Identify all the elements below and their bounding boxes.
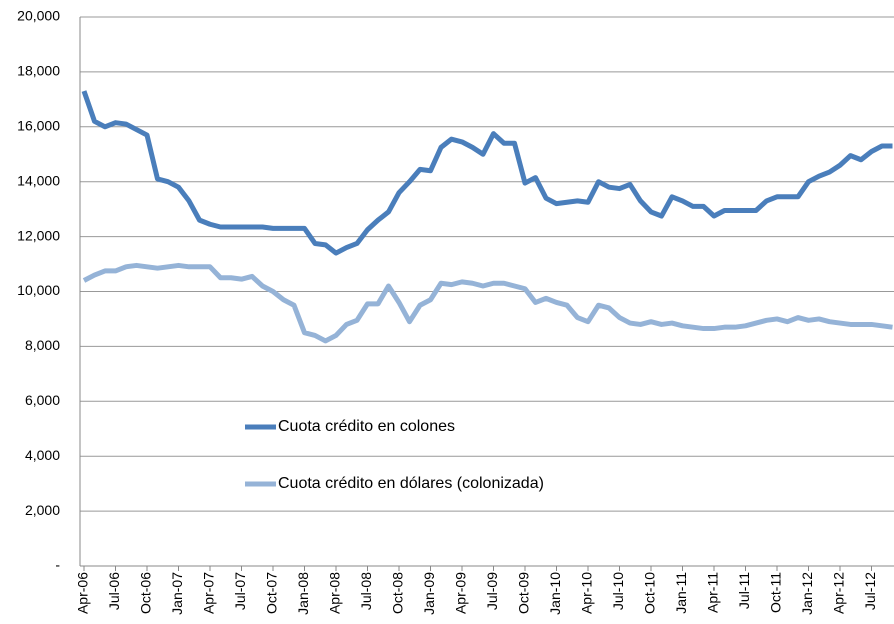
x-tick-label: Oct-11 <box>768 572 784 613</box>
y-tick-label: 20,000 <box>17 8 60 24</box>
y-tick-label: 16,000 <box>17 118 60 134</box>
x-tick-label: Jan-12 <box>799 572 815 615</box>
x-tick-label: Apr-09 <box>453 572 469 614</box>
x-tick-label: Oct-08 <box>390 572 406 614</box>
x-tick-label: Jan-10 <box>547 572 563 615</box>
x-tick-label: Apr-08 <box>327 572 343 614</box>
y-tick-label: 8,000 <box>25 337 60 353</box>
x-tick-label: Jul-09 <box>484 572 500 610</box>
series-line <box>82 262 893 344</box>
x-tick-label: Jan-08 <box>295 572 311 615</box>
y-tick-label: - <box>55 557 60 573</box>
y-tick-label: 4,000 <box>25 447 60 463</box>
x-tick-label: Apr-06 <box>75 572 91 614</box>
x-tick-label: Jul-06 <box>106 572 122 610</box>
x-tick-label: Jan-07 <box>169 572 185 615</box>
x-tick-label: Jul-11 <box>736 572 752 609</box>
x-tick-label: Jul-12 <box>862 572 878 610</box>
x-tick-label: Jan-11 <box>673 572 689 614</box>
x-tick-label: Jul-08 <box>358 572 374 610</box>
x-tick-label: Oct-09 <box>516 572 532 614</box>
y-tick-label: 18,000 <box>17 63 60 79</box>
y-tick-label: 6,000 <box>25 392 60 408</box>
x-tick-label: Oct-10 <box>642 572 658 614</box>
y-tick-label: 2,000 <box>25 502 60 518</box>
y-tick-label: 12,000 <box>17 227 60 243</box>
y-tick-label: 10,000 <box>17 282 60 298</box>
y-tick-label: 14,000 <box>17 172 60 188</box>
x-tick-label: Jul-10 <box>610 572 626 610</box>
x-tick-label: Apr-11 <box>705 572 721 613</box>
x-tick-label: Apr-07 <box>201 572 217 614</box>
legend-label: Cuota crédito en colones <box>278 418 455 435</box>
x-tick-label: Oct-07 <box>264 572 280 614</box>
x-tick-label: Jan-09 <box>421 572 437 615</box>
legend-label: Cuota crédito en dólares (colonizada) <box>278 475 544 492</box>
series-line <box>81 90 893 256</box>
x-tick-label: Apr-10 <box>579 572 595 614</box>
x-tick-label: Jul-07 <box>232 572 248 610</box>
x-tick-label: Apr-12 <box>831 572 847 614</box>
x-tick-label: Oct-06 <box>138 572 154 614</box>
